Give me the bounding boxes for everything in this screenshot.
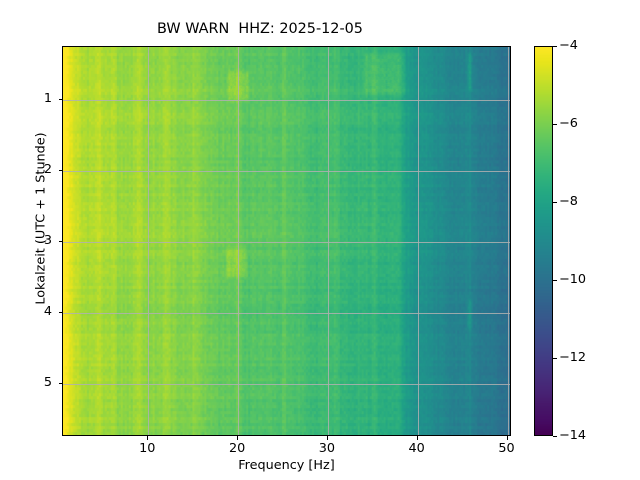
y-tick-mark-2 <box>58 170 62 172</box>
colorbar-tick-mark-4 <box>553 46 557 48</box>
x-tick-label-40: 40 <box>408 441 425 456</box>
y-tick-label-1: 1 <box>43 91 52 107</box>
y-tick-label-4: 4 <box>43 303 52 319</box>
y-tick-label-5: 5 <box>43 374 52 390</box>
x-tick-mark-50 <box>506 436 508 440</box>
y-tick-label-3: 3 <box>43 233 52 248</box>
colorbar-tick-label-10: −10 <box>559 272 587 287</box>
x-tick-label-10: 10 <box>139 441 156 456</box>
x-tick-mark-30 <box>326 436 328 440</box>
colorbar-tick-label-4: −4 <box>559 38 578 53</box>
colorbar-gradient <box>535 47 552 435</box>
y-tick-mark-3 <box>58 241 62 243</box>
colorbar-tick-label-14: −14 <box>559 428 587 443</box>
colorbar-tick-mark-6 <box>553 124 557 126</box>
colorbar-tick-mark-8 <box>553 202 557 204</box>
y-tick-mark-1 <box>58 99 62 101</box>
spectrogram-axes[interactable] <box>62 46 511 436</box>
spectrogram-image <box>63 47 510 435</box>
x-axis-label: Frequency [Hz] <box>238 458 335 473</box>
colorbar-tick-mark-10 <box>553 280 557 282</box>
page-title: BW WARN HHZ: 2025-12-05 <box>157 21 363 37</box>
x-tick-mark-10 <box>147 436 149 440</box>
colorbar[interactable] <box>534 46 553 436</box>
x-tick-label-30: 30 <box>318 441 336 456</box>
x-tick-mark-20 <box>237 436 239 440</box>
colorbar-tick-label-6: −6 <box>559 116 578 131</box>
y-axis-label: Lokalzeit (UTC + 1 Stunde) <box>33 132 49 305</box>
y-tick-mark-4 <box>58 311 62 313</box>
x-tick-label-50: 50 <box>498 441 515 456</box>
colorbar-tick-label-12: −12 <box>559 350 587 365</box>
y-tick-label-2: 2 <box>43 162 52 178</box>
x-tick-mark-40 <box>416 436 418 440</box>
colorbar-tick-mark-14 <box>553 436 557 438</box>
y-tick-mark-5 <box>58 382 62 384</box>
colorbar-tick-label-8: −8 <box>559 194 578 209</box>
x-tick-label-20: 20 <box>228 441 246 456</box>
colorbar-tick-mark-12 <box>553 358 557 360</box>
